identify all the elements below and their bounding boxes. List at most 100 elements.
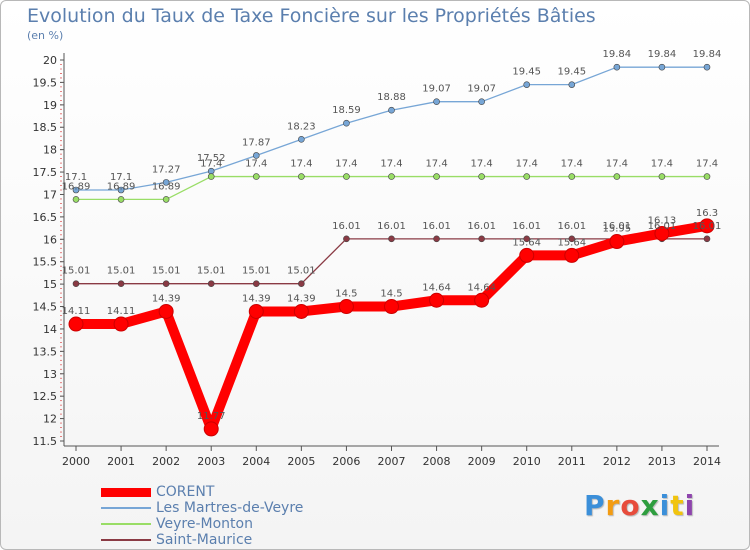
y-tick-label: 19 xyxy=(43,99,57,112)
data-point-les-martres-de-veyre xyxy=(388,106,395,114)
data-label-veyre-monton: 17.4 xyxy=(561,159,583,170)
data-point-les-martres-de-veyre xyxy=(613,63,621,71)
data-point-saint-maurice xyxy=(252,280,260,287)
y-tick-label: 12 xyxy=(43,413,57,426)
data-point-veyre-monton xyxy=(523,173,531,180)
data-point-corent xyxy=(699,218,715,234)
data-label-saint-maurice: 15.01 xyxy=(107,266,136,277)
y-tick-label: 13 xyxy=(43,368,57,381)
x-tick-label: 2003 xyxy=(197,455,225,468)
data-point-saint-maurice xyxy=(162,280,170,287)
y-tick-label: 18 xyxy=(43,144,57,157)
x-tick-label: 2012 xyxy=(603,455,631,468)
data-point-veyre-monton xyxy=(703,173,711,180)
data-point-saint-maurice xyxy=(117,280,125,287)
data-label-corent: 15.64 xyxy=(512,237,541,248)
legend-item: Veyre-Monton xyxy=(101,516,401,532)
data-label-saint-maurice: 15.01 xyxy=(62,266,91,277)
data-label-corent: 14.11 xyxy=(107,306,136,317)
data-point-veyre-monton xyxy=(343,173,350,180)
y-tick-label: 14.5 xyxy=(33,301,58,314)
data-point-veyre-monton xyxy=(388,173,395,180)
data-point-corent xyxy=(113,316,129,332)
y-tick-label: 20 xyxy=(43,54,57,67)
data-label-les-martres-de-veyre: 17.1 xyxy=(65,172,87,183)
data-point-corent xyxy=(654,225,670,241)
data-label-veyre-monton: 17.4 xyxy=(651,159,673,170)
x-tick-label: 2009 xyxy=(468,455,496,468)
x-tick-label: 2013 xyxy=(648,455,676,468)
data-label-corent: 14.64 xyxy=(422,282,451,293)
data-label-saint-maurice: 16.01 xyxy=(377,221,406,232)
legend-label: CORENT xyxy=(156,484,215,500)
data-label-veyre-monton: 16.89 xyxy=(62,181,91,192)
data-label-corent: 15.95 xyxy=(603,224,632,235)
data-label-saint-maurice: 15.01 xyxy=(197,266,226,277)
legend-label: Veyre-Monton xyxy=(156,516,253,532)
data-point-les-martres-de-veyre xyxy=(658,63,666,71)
series-layer xyxy=(68,63,715,437)
legend-label: Les Martres-de-Veyre xyxy=(156,500,304,516)
data-label-les-martres-de-veyre: 19.45 xyxy=(557,67,586,78)
x-tick-label: 2011 xyxy=(558,455,586,468)
data-point-corent xyxy=(338,299,354,315)
y-tick-label: 14 xyxy=(43,323,57,336)
legend-swatch xyxy=(101,488,151,497)
data-label-veyre-monton: 16.89 xyxy=(152,181,181,192)
data-label-les-martres-de-veyre: 17.52 xyxy=(197,153,226,164)
data-point-veyre-monton xyxy=(72,196,80,203)
data-label-veyre-monton: 17.4 xyxy=(245,159,267,170)
series-line-corent xyxy=(71,220,712,434)
x-tick-label: 2005 xyxy=(287,455,315,468)
data-point-veyre-monton xyxy=(433,173,440,180)
data-label-les-martres-de-veyre: 18.88 xyxy=(377,92,406,103)
data-point-corent xyxy=(293,303,309,319)
data-label-saint-maurice: 15.01 xyxy=(242,266,271,277)
data-point-corent xyxy=(474,292,490,308)
data-point-saint-maurice xyxy=(207,280,215,287)
data-label-corent: 14.39 xyxy=(152,293,181,304)
data-label-veyre-monton: 17.4 xyxy=(606,159,628,170)
data-label-les-martres-de-veyre: 18.59 xyxy=(332,105,361,116)
data-point-saint-maurice xyxy=(523,235,531,243)
data-label-saint-maurice: 16.01 xyxy=(512,221,541,232)
data-label-saint-maurice: 15.01 xyxy=(287,266,316,277)
data-label-les-martres-de-veyre: 19.84 xyxy=(693,49,722,60)
chart-subtitle: (en %) xyxy=(27,29,64,42)
x-tick-label: 2014 xyxy=(693,455,721,468)
y-tick-label: 18.5 xyxy=(33,121,58,134)
data-point-corent xyxy=(384,299,399,315)
logo-letter: i xyxy=(659,489,671,522)
proxiti-logo: Proxiti xyxy=(584,489,695,522)
data-label-corent: 16.3 xyxy=(696,208,718,219)
data-point-les-martres-de-veyre xyxy=(703,63,711,71)
legend-swatch xyxy=(101,523,151,525)
logo-letter: o xyxy=(620,489,641,522)
y-tick-label: 16 xyxy=(43,233,57,246)
data-label-saint-maurice: 16.01 xyxy=(332,221,361,232)
data-point-veyre-monton xyxy=(207,173,215,180)
y-tick-label: 13.5 xyxy=(33,345,58,358)
data-label-veyre-monton: 17.4 xyxy=(425,159,447,170)
data-point-les-martres-de-veyre xyxy=(523,81,531,88)
data-point-veyre-monton xyxy=(117,196,125,203)
y-tick-label: 12.5 xyxy=(33,390,58,403)
data-label-les-martres-de-veyre: 18.23 xyxy=(287,121,316,132)
data-point-saint-maurice xyxy=(72,280,80,287)
data-label-saint-maurice: 15.01 xyxy=(152,266,181,277)
data-label-veyre-monton: 17.4 xyxy=(200,159,222,170)
data-label-les-martres-de-veyre: 19.84 xyxy=(603,49,632,60)
data-label-les-martres-de-veyre: 19.07 xyxy=(422,84,451,95)
legend: CORENT Les Martres-de-Veyre Veyre-Monton Sa… xyxy=(101,484,401,548)
y-tick-label: 15.5 xyxy=(33,256,58,269)
data-label-saint-maurice: 16.01 xyxy=(557,221,586,232)
data-point-saint-maurice xyxy=(388,235,395,243)
data-labels: 14.11 14.11 14.39 11.77 14.39 14.39 14.5 14.5 14… xyxy=(62,49,722,422)
legend-swatch xyxy=(101,507,151,509)
data-point-veyre-monton xyxy=(252,173,260,180)
data-label-corent: 11.77 xyxy=(197,411,226,422)
data-point-veyre-monton xyxy=(298,173,305,180)
y-tick-label: 11.5 xyxy=(33,435,58,448)
legend-label: Saint-Maurice xyxy=(156,532,253,548)
